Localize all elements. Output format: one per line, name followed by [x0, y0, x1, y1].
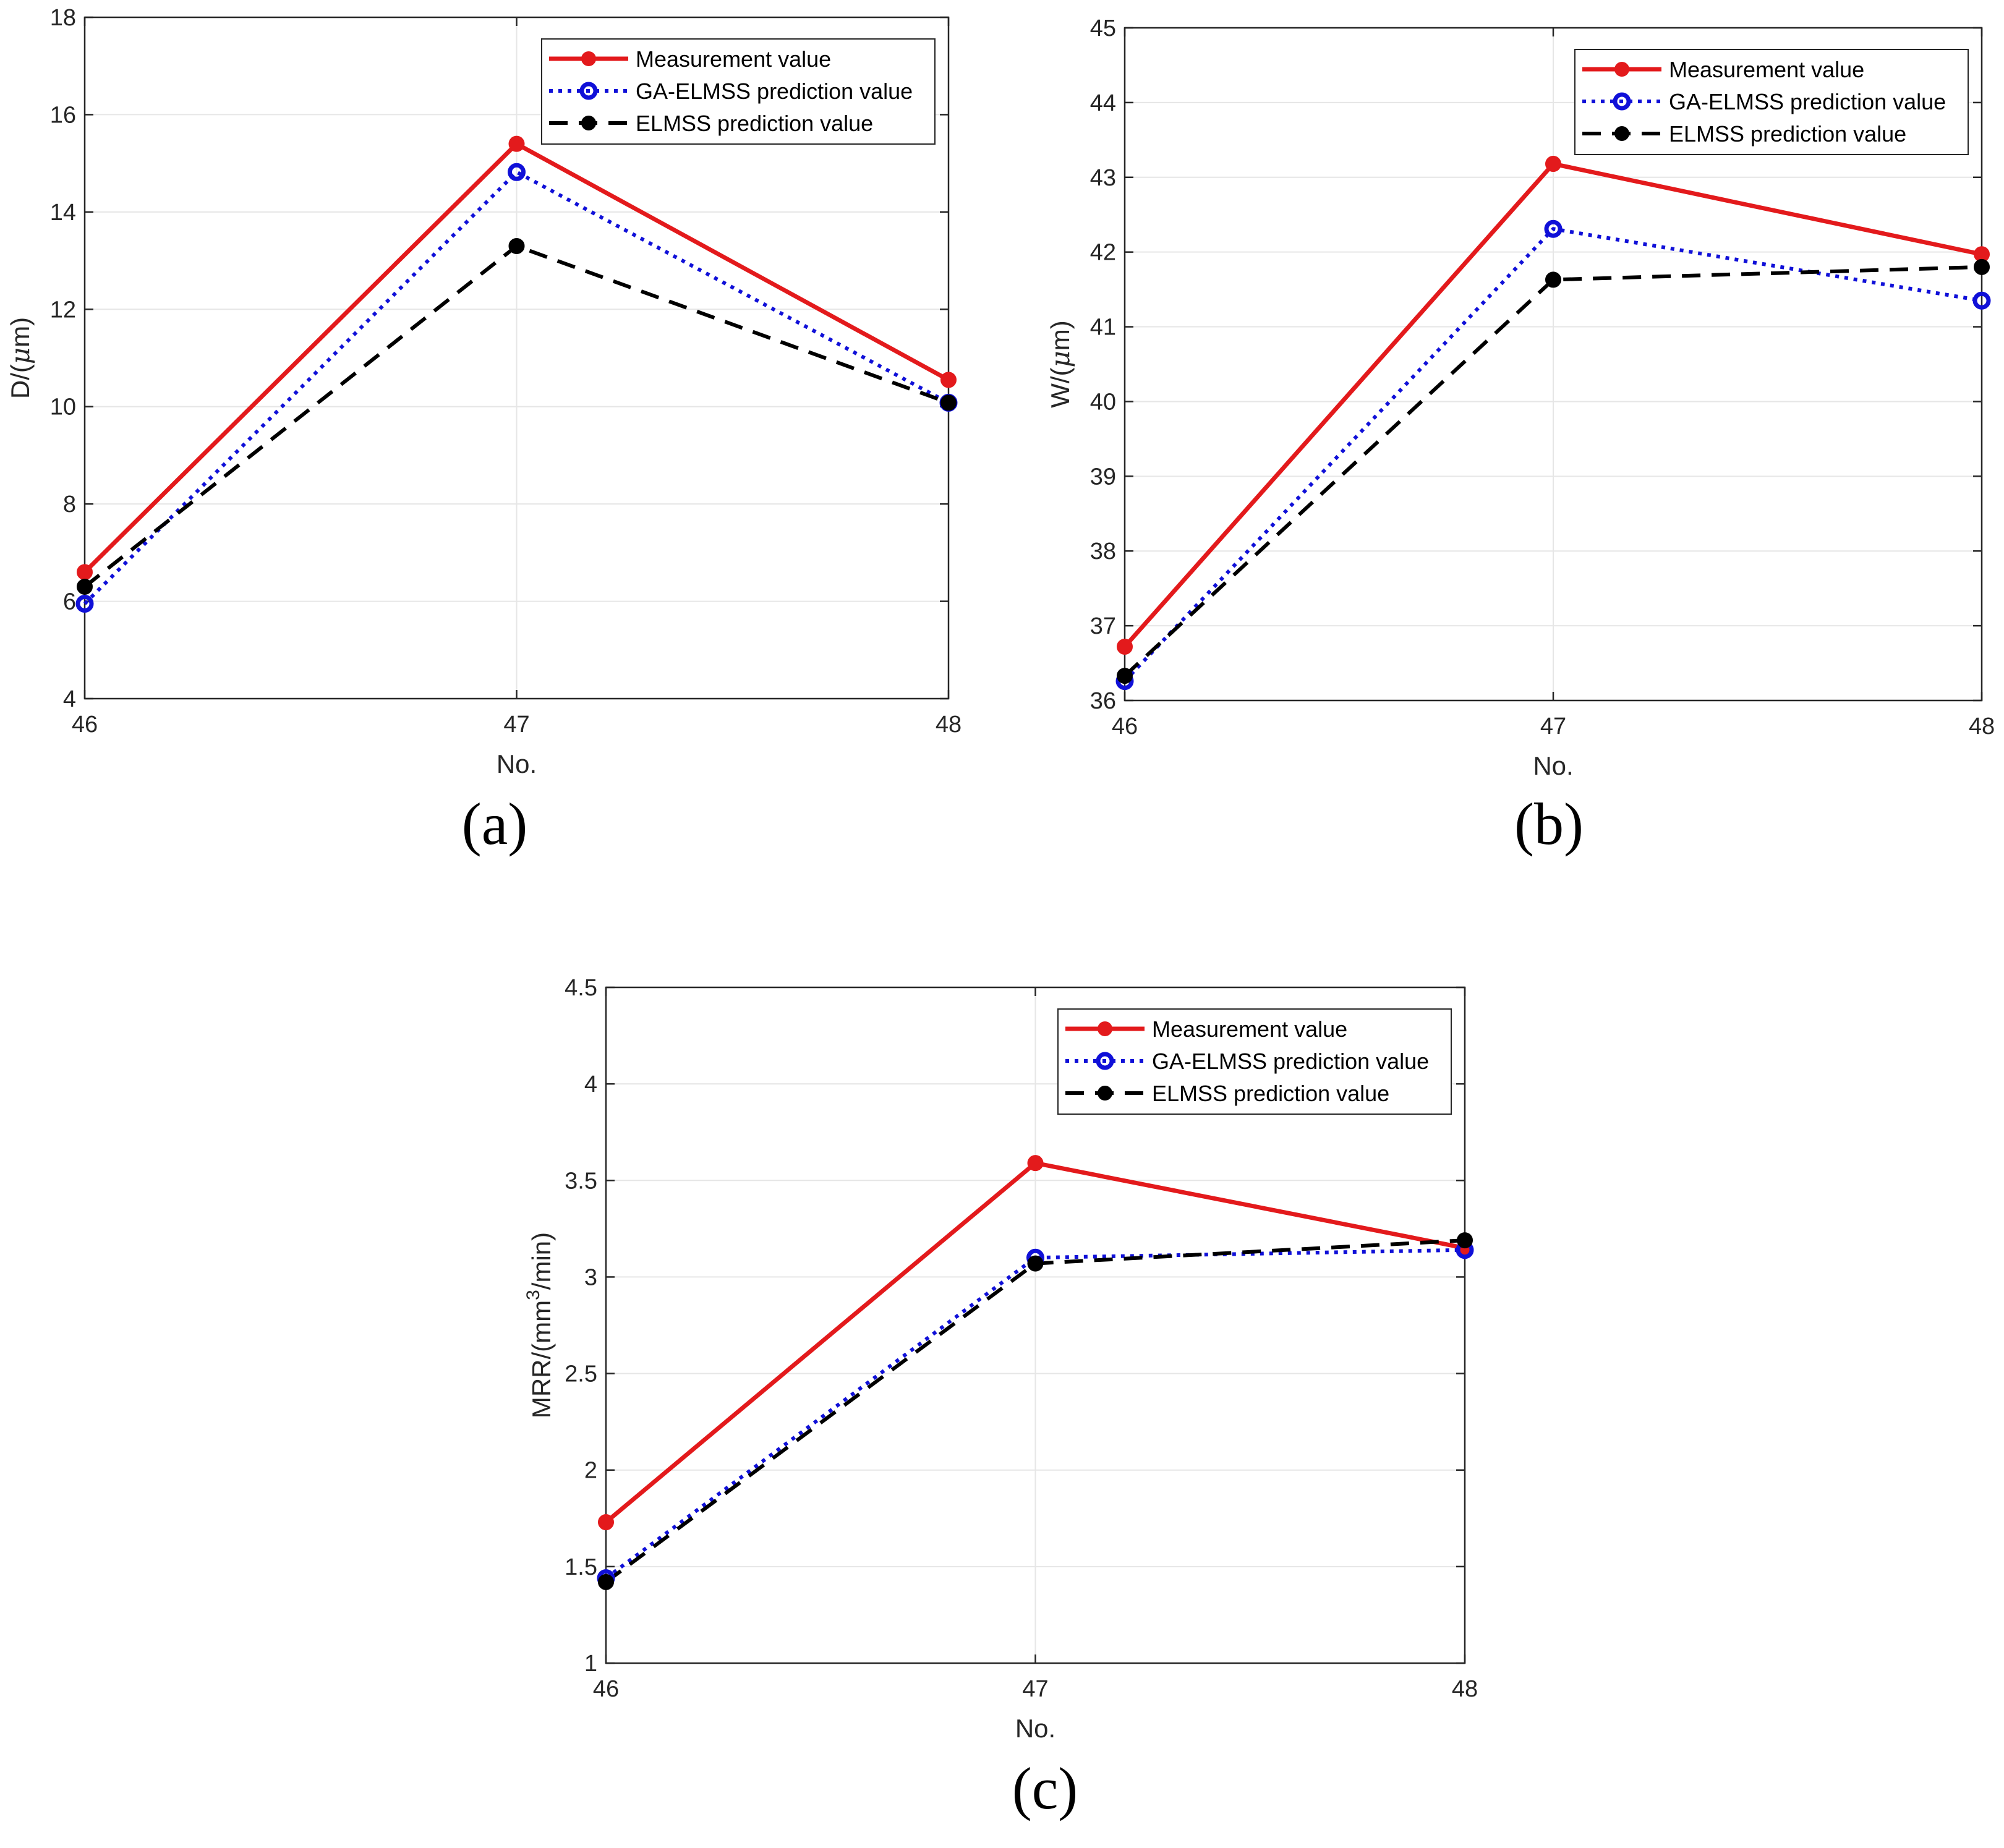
y-tick-label: 41: [1090, 315, 1116, 341]
y-tick-label: 42: [1090, 240, 1116, 266]
data-point-elmss: [598, 1573, 614, 1590]
data-point-measurement: [77, 564, 93, 581]
legend-label: ELMSS prediction value: [1152, 1081, 1389, 1106]
y-tick-label: 37: [1090, 613, 1116, 639]
legend-marker-elmss: [581, 116, 596, 130]
data-point-measurement: [1545, 156, 1561, 172]
legend-marker-measurement: [1098, 1021, 1112, 1036]
data-point-ga_elmss: [1972, 291, 1991, 310]
legend-marker-elmss: [1098, 1086, 1112, 1101]
data-point-elmss: [1545, 271, 1561, 288]
y-tick-label: 4: [584, 1071, 597, 1097]
y-tick-label: 44: [1090, 90, 1116, 116]
legend-marker-measurement: [581, 51, 596, 66]
y-tick-label: 36: [1090, 688, 1116, 714]
data-point-ga_elmss: [508, 163, 526, 181]
data-point-elmss: [508, 237, 525, 254]
legend: Measurement value GA-ELMSS prediction val…: [541, 38, 936, 145]
y-tick-label: 14: [50, 200, 76, 226]
legend-label: ELMSS prediction value: [636, 111, 873, 136]
y-tick-label: 40: [1090, 389, 1116, 415]
legend-label: Measurement value: [1669, 57, 1864, 82]
y-tick-label: 38: [1090, 539, 1116, 564]
y-tick-label: 4.5: [565, 975, 597, 1001]
x-axis-label: No.: [1015, 1714, 1055, 1743]
series-line-elmss: [1123, 265, 1982, 678]
x-tick-label: 46: [72, 712, 98, 738]
y-tick-label: 2: [584, 1458, 597, 1484]
y-tick-label: 1.5: [565, 1554, 597, 1580]
x-axis-label: No.: [497, 749, 537, 778]
panel-caption-a: (a): [462, 791, 528, 857]
data-point-elmss: [77, 578, 93, 595]
data-point-elmss: [1974, 258, 1990, 275]
x-axis-label: No.: [1533, 751, 1573, 780]
y-axis-label: MRR/(mm3/min): [523, 1232, 556, 1418]
data-point-elmss: [1457, 1232, 1473, 1249]
legend-marker-ga_elmss: [1613, 92, 1631, 111]
panel-caption-c: (c): [1012, 1755, 1078, 1821]
legend-marker-elmss: [1614, 126, 1629, 141]
y-axis-label: W/(μm): [1045, 320, 1075, 408]
data-point-measurement: [940, 372, 957, 388]
data-point-ga_elmss: [1544, 219, 1563, 238]
y-tick-label: 10: [50, 394, 76, 420]
series-line-ga_elmss: [1123, 227, 1982, 683]
y-tick-label: 12: [50, 297, 76, 323]
legend: Measurement value GA-ELMSS prediction val…: [1057, 1008, 1452, 1115]
panel-caption-b: (b): [1514, 791, 1584, 857]
y-tick-label: 45: [1090, 15, 1116, 41]
x-tick-label: 48: [1969, 713, 1995, 739]
series-line-ga_elmss: [83, 170, 950, 605]
x-tick-label: 47: [1540, 713, 1566, 739]
x-tick-label: 47: [1022, 1676, 1048, 1702]
legend-marker-measurement: [1614, 62, 1629, 77]
x-tick-label: 48: [1452, 1676, 1478, 1702]
legend-label: Measurement value: [1152, 1016, 1347, 1042]
chart-panel-b: 36 37 38 39 40 41 42 43 44 45 46 47 48 No. W/(μm) Measu…: [1045, 15, 1995, 780]
legend-label: GA-ELMSS prediction value: [636, 79, 913, 104]
legend-marker-ga_elmss: [579, 82, 598, 100]
data-point-elmss: [1117, 668, 1133, 684]
y-tick-label: 3: [584, 1264, 597, 1290]
x-tick-label: 46: [1112, 713, 1138, 739]
legend-label: GA-ELMSS prediction value: [1152, 1049, 1429, 1074]
x-tick-label: 47: [503, 712, 529, 738]
y-tick-label: 43: [1090, 165, 1116, 191]
y-tick-label: 8: [63, 492, 76, 517]
y-tick-label: 1: [584, 1651, 597, 1677]
chart-panel-c: 1 1.5 2 2.5 3 3.5 4 4.5 46 47 48 No. MRR/(mm3/min) Me…: [523, 975, 1478, 1743]
legend: Measurement value GA-ELMSS prediction val…: [1574, 49, 1969, 155]
data-point-measurement: [598, 1514, 614, 1531]
x-tick-label: 46: [593, 1676, 619, 1702]
y-tick-label: 4: [63, 686, 76, 712]
data-point-measurement: [1117, 638, 1133, 655]
legend-label: GA-ELMSS prediction value: [1669, 89, 1946, 114]
y-tick-label: 39: [1090, 464, 1116, 490]
x-tick-label: 48: [936, 712, 961, 738]
data-point-measurement: [508, 135, 525, 152]
series-line-ga_elmss: [605, 1248, 1465, 1580]
y-axis-label: D/(μm): [5, 317, 35, 399]
legend-label: ELMSS prediction value: [1669, 121, 1906, 147]
y-tick-label: 2.5: [565, 1361, 597, 1387]
data-point-elmss: [940, 394, 957, 411]
y-tick-label: 6: [63, 589, 76, 615]
y-tick-label: 3.5: [565, 1168, 597, 1194]
y-tick-label: 18: [50, 5, 76, 31]
data-point-elmss: [1027, 1255, 1044, 1272]
data-point-measurement: [1027, 1155, 1044, 1172]
y-tick-label: 16: [50, 102, 76, 128]
legend-label: Measurement value: [636, 46, 831, 72]
legend-marker-ga_elmss: [1096, 1052, 1114, 1070]
data-point-ga_elmss: [75, 595, 94, 613]
